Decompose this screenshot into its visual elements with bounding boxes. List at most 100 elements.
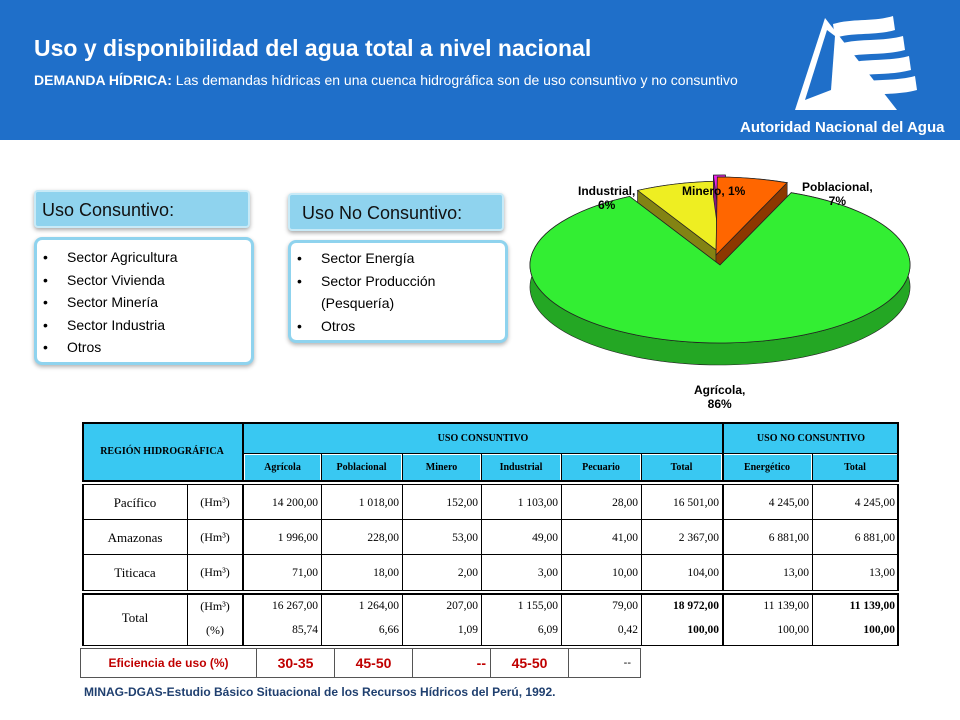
percent-value: 100,00 [687, 624, 719, 636]
table-rule [244, 453, 898, 454]
percent-value: 1,09 [457, 624, 478, 636]
unit-label: (Hm³) [200, 565, 230, 579]
ana-logo [795, 16, 917, 110]
list-item: Sector Vivienda [37, 269, 251, 292]
table-value: 6 881,00 [854, 531, 895, 544]
column-header: Pecuario [562, 455, 640, 480]
percent-value: 85,74 [292, 624, 318, 636]
consuntivo-list: Sector Agricultura Sector Vivienda Secto… [34, 237, 254, 365]
table-rule [402, 484, 403, 591]
table-rule [82, 484, 84, 591]
region-header: REGIÓN HIDROGRÁFICA [82, 423, 242, 480]
table-value: 6 881,00 [768, 531, 809, 544]
efficiency-value: 30-35 [257, 649, 335, 677]
logo-text: Autoridad Nacional del Agua [740, 119, 945, 136]
table-value: 228,00 [367, 531, 399, 544]
table-rule [187, 593, 188, 646]
source-footer: MINAG-DGAS-Estudio Básico Situacional de… [84, 685, 556, 699]
header-banner: Uso y disponibilidad del agua total a ni… [0, 0, 960, 140]
table-value: 4 245,00 [768, 496, 809, 509]
table-value: 13,00 [869, 566, 895, 579]
table-rule [242, 484, 244, 591]
table-value: 1 996,00 [277, 531, 318, 544]
table-rule [321, 484, 322, 591]
list-item: Sector Producción (Pesquería) [291, 270, 505, 315]
table-rule [812, 453, 813, 481]
table-rule [321, 593, 322, 646]
table-rule [82, 645, 898, 646]
table-rule [82, 593, 84, 646]
efficiency-value: 45-50 [335, 649, 413, 677]
efficiency-value: 45-50 [491, 649, 569, 677]
region-name: Titicaca [114, 564, 156, 580]
column-header: Minero [403, 455, 480, 480]
no-consuntivo-header: USO NO CONSUNTIVO [724, 423, 898, 453]
pie-chart [529, 174, 911, 366]
table-value: 1 018,00 [358, 496, 399, 509]
table-value: 152,00 [446, 496, 478, 509]
region-name: Amazonas [107, 529, 163, 545]
total-value: 79,00 [612, 600, 638, 612]
column-header: Agrícola [245, 455, 320, 480]
percent-value: 100,00 [777, 624, 809, 636]
column-header: Poblacional [322, 455, 401, 480]
table-rule [82, 484, 898, 485]
table-rule [561, 593, 562, 646]
list-item: Sector Energía [291, 247, 505, 270]
table-value: 4 245,00 [854, 496, 895, 509]
efficiency-label: Eficiencia de uso (%) [81, 649, 257, 677]
table-value: 104,00 [687, 566, 719, 579]
table-rule [402, 453, 403, 481]
unit-label: (Hm³) [200, 495, 230, 509]
no-consuntivo-title: Uso No Consuntivo: [288, 193, 504, 231]
table-value: 2 367,00 [678, 531, 719, 544]
table-value: 13,00 [783, 566, 809, 579]
table-rule [641, 484, 642, 591]
list-item: Sector Agricultura [37, 246, 251, 269]
table-rule [561, 453, 562, 481]
subtitle-bold: DEMANDA HÍDRICA: [34, 72, 172, 88]
table-value: 18,00 [373, 566, 399, 579]
percent-value: 6,66 [378, 624, 399, 636]
percent-value: 6,09 [537, 624, 558, 636]
table-value: 53,00 [452, 531, 478, 544]
table-value: 14 200,00 [272, 496, 318, 509]
efficiency-value: -- [623, 657, 631, 669]
table-rule [82, 554, 898, 555]
total-value: 207,00 [446, 600, 478, 612]
table-rule [722, 484, 724, 591]
no-consuntivo-list: Sector Energía Sector Producción (Pesque… [288, 240, 508, 343]
table-rule [82, 590, 898, 591]
table-rule [897, 593, 899, 646]
table-value: 3,00 [537, 566, 558, 579]
percent-value: 100,00 [863, 624, 895, 636]
total-value: 11 139,00 [849, 600, 895, 612]
unit-label: (Hm³) [200, 598, 230, 613]
table-rule [481, 593, 482, 646]
table-rule [641, 593, 642, 646]
pie-label-agricola: Agrícola, 86% [694, 383, 746, 411]
efficiency-value: -- [413, 649, 491, 677]
column-header: Total [642, 455, 721, 480]
table-value: 71,00 [292, 566, 318, 579]
table-rule [82, 422, 84, 482]
list-item: Otros [291, 315, 505, 338]
table-rule [481, 453, 482, 481]
pie-label-minero: Minero, 1% [682, 184, 746, 198]
table-rule [641, 453, 642, 481]
table-rule [561, 484, 562, 591]
total-value: 1 155,00 [517, 600, 558, 612]
table-rule [82, 480, 898, 482]
table-rule [82, 422, 898, 424]
table-value: 10,00 [612, 566, 638, 579]
table-rule [187, 484, 188, 591]
table-value: 49,00 [532, 531, 558, 544]
table-rule [402, 593, 403, 646]
total-value: 1 264,00 [358, 600, 399, 612]
table-rule [812, 484, 813, 591]
list-item: Sector Minería [37, 291, 251, 314]
list-item: Sector Industria [37, 314, 251, 337]
table-rule [242, 422, 244, 482]
list-item: Otros [37, 336, 251, 359]
